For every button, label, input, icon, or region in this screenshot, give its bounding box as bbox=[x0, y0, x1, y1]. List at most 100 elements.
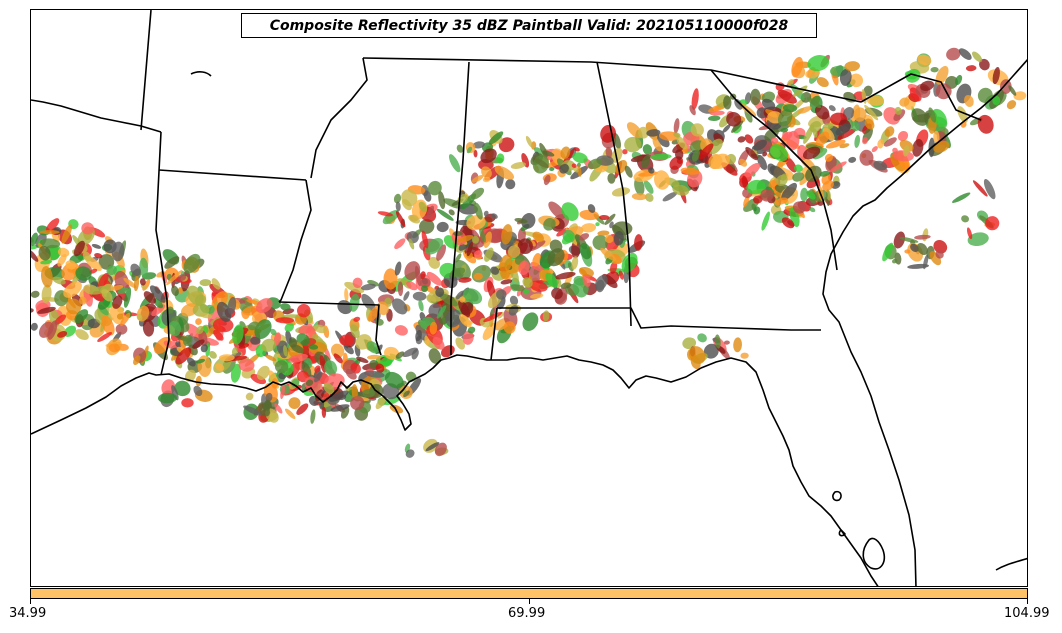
reflectivity-blob bbox=[923, 254, 929, 270]
reflectivity-blob bbox=[781, 217, 795, 229]
reflectivity-blob bbox=[521, 213, 536, 229]
reflectivity-blob bbox=[560, 146, 571, 159]
reflectivity-blob bbox=[178, 317, 184, 329]
reflectivity-blob bbox=[952, 192, 971, 203]
reflectivity-blob bbox=[916, 242, 928, 256]
reflectivity-blob bbox=[607, 173, 616, 184]
reflectivity-blob bbox=[426, 271, 443, 286]
reflectivity-blob bbox=[525, 135, 533, 148]
reflectivity-blob bbox=[466, 146, 473, 154]
reflectivity-blob bbox=[393, 193, 402, 204]
reflectivity-blob bbox=[646, 129, 661, 137]
reflectivity-blob bbox=[771, 137, 779, 145]
reflectivity-blob bbox=[367, 354, 381, 360]
reflectivity-blob bbox=[521, 153, 530, 168]
reflectivity-blob bbox=[714, 334, 721, 349]
reflectivity-blob bbox=[471, 235, 480, 244]
reflectivity-blob bbox=[744, 134, 754, 144]
oklahoma-arkansas-line bbox=[140, 10, 152, 131]
reflectivity-blob bbox=[200, 344, 208, 353]
reflectivity-blob bbox=[645, 193, 654, 202]
reflectivity-blob bbox=[130, 263, 141, 276]
reflectivity-blob bbox=[211, 278, 221, 290]
reflectivity-blob bbox=[911, 108, 929, 126]
reflectivity-blob bbox=[466, 241, 473, 257]
reflectivity-blob bbox=[774, 197, 788, 205]
reflectivity-blob bbox=[31, 249, 39, 262]
reflectivity-blob bbox=[782, 104, 798, 113]
reflectivity-blob bbox=[82, 251, 92, 262]
reflectivity-blob bbox=[136, 313, 143, 321]
reflectivity-blob bbox=[230, 363, 241, 383]
reflectivity-blob bbox=[792, 201, 806, 214]
small-island bbox=[838, 529, 846, 537]
reflectivity-blob bbox=[689, 105, 696, 116]
reflectivity-blob bbox=[397, 281, 404, 297]
reflectivity-blob bbox=[676, 158, 683, 164]
reflectivity-blob bbox=[75, 266, 92, 281]
reflectivity-blob bbox=[215, 363, 225, 371]
reflectivity-blob bbox=[368, 306, 380, 322]
reflectivity-blob bbox=[177, 274, 187, 281]
reflectivity-blob bbox=[599, 214, 610, 221]
alabama-florida-line bbox=[490, 307, 498, 361]
reflectivity-blob bbox=[691, 88, 699, 110]
reflectivity-blob bbox=[313, 324, 327, 334]
reflectivity-blob bbox=[471, 175, 484, 183]
reflectivity-blob bbox=[275, 317, 295, 324]
reflectivity-blob bbox=[284, 322, 295, 332]
reflectivity-blob bbox=[503, 321, 516, 334]
reflectivity-blob bbox=[977, 87, 993, 103]
reflectivity-blob bbox=[494, 165, 515, 180]
reflectivity-blob bbox=[723, 95, 732, 110]
reflectivity-blob bbox=[310, 409, 316, 424]
reflectivity-blob bbox=[556, 227, 569, 237]
reflectivity-blob bbox=[216, 301, 232, 322]
reflectivity-blob bbox=[864, 104, 879, 121]
reflectivity-blob bbox=[824, 153, 833, 162]
reflectivity-blob bbox=[79, 296, 87, 305]
reflectivity-blob bbox=[750, 88, 761, 106]
reflectivity-blob bbox=[807, 55, 830, 72]
reflectivity-blob bbox=[722, 124, 731, 133]
reflectivity-blob bbox=[830, 161, 847, 173]
reflectivity-blob bbox=[31, 232, 38, 246]
reflectivity-blob bbox=[529, 280, 548, 292]
reflectivity-blob bbox=[650, 153, 672, 160]
reflectivity-blob bbox=[296, 333, 310, 346]
reflectivity-blob bbox=[459, 296, 466, 303]
reflectivity-blob bbox=[904, 70, 917, 80]
reflectivity-blob bbox=[185, 323, 203, 339]
reflectivity-blob bbox=[547, 248, 565, 267]
reflectivity-blob bbox=[897, 130, 909, 142]
reflectivity-blob bbox=[438, 191, 446, 210]
reflectivity-blob bbox=[871, 146, 878, 153]
reflectivity-blob bbox=[361, 293, 376, 312]
reflectivity-blob bbox=[744, 162, 761, 178]
reflectivity-blob bbox=[117, 287, 129, 294]
reflectivity-blob bbox=[604, 213, 616, 226]
reflectivity-blob bbox=[605, 146, 613, 159]
texas-louisiana-line bbox=[155, 131, 170, 376]
reflectivity-blob bbox=[545, 272, 558, 288]
reflectivity-blob bbox=[825, 139, 846, 149]
reflectivity-blob bbox=[250, 336, 261, 345]
reflectivity-blob bbox=[301, 361, 312, 377]
reflectivity-blob bbox=[57, 331, 68, 338]
reflectivity-blob bbox=[38, 245, 51, 261]
reflectivity-blob bbox=[392, 298, 408, 315]
reflectivity-blob bbox=[419, 219, 435, 234]
reflectivity-blob bbox=[375, 363, 385, 373]
reflectivity-blob bbox=[245, 392, 254, 401]
reflectivity-blob bbox=[866, 95, 885, 106]
reflectivity-blob bbox=[571, 163, 577, 168]
reflectivity-blob bbox=[753, 195, 763, 204]
colorbar-tick-label-mid: 69.99 bbox=[508, 606, 546, 621]
reflectivity-blob bbox=[31, 244, 39, 250]
reflectivity-blob bbox=[394, 238, 406, 250]
reflectivity-blob bbox=[488, 131, 504, 145]
reflectivity-blob bbox=[142, 319, 155, 337]
reflectivity-blob bbox=[403, 291, 410, 301]
reflectivity-blob bbox=[436, 208, 454, 221]
reflectivity-blob bbox=[323, 382, 335, 395]
